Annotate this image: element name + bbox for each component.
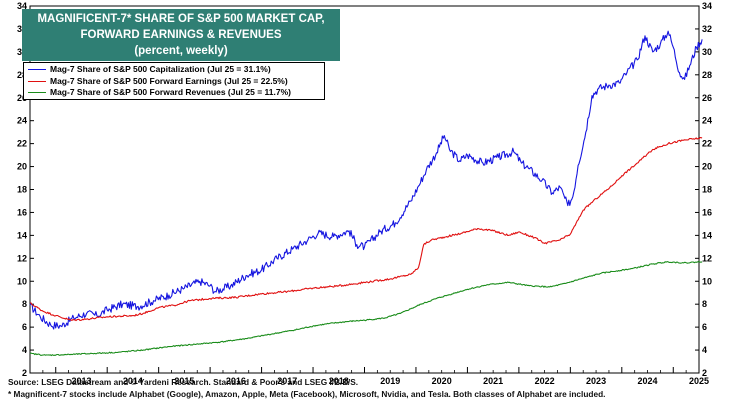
x-tick-label: 2021 xyxy=(483,376,503,386)
x-tick-label: 2022 xyxy=(535,376,555,386)
y-tick-label-right: 12 xyxy=(702,253,712,263)
chart-subtitle: (percent, weekly) xyxy=(134,45,228,57)
y-tick-label-right: 30 xyxy=(702,47,712,57)
y-tick-label-right: 14 xyxy=(702,230,712,240)
y-tick-label-right: 26 xyxy=(702,93,712,103)
y-tick-label-right: 2 xyxy=(702,368,707,378)
y-tick-label-left: 26 xyxy=(17,93,27,103)
legend-swatch-earnings xyxy=(28,80,46,82)
y-tick-label-left: 28 xyxy=(17,70,27,80)
chart-title-line-2: FORWARD EARNINGS & REVENUES xyxy=(80,29,282,41)
series-line-2 xyxy=(29,261,703,357)
y-tick-label-left: 10 xyxy=(17,276,27,286)
y-tick-label-left: 24 xyxy=(17,116,27,126)
series-group xyxy=(29,30,703,357)
y-tick-label-right: 6 xyxy=(702,322,707,332)
y-tick-label-left: 32 xyxy=(17,24,27,34)
x-tick-label: 2016 xyxy=(226,376,246,386)
y-tick-label-right: 18 xyxy=(702,185,712,195)
y-tick-label-left: 12 xyxy=(17,253,27,263)
legend-label-revenues: Mag-7 Share of S&P 500 Forward Revenues … xyxy=(50,87,292,97)
legend-label-earnings: Mag-7 Share of S&P 500 Forward Earnings … xyxy=(50,75,288,86)
y-tick-label-right: 16 xyxy=(702,207,712,217)
y-tick-label-right: 28 xyxy=(702,70,712,80)
x-tick-label: 2019 xyxy=(380,376,400,386)
y-tick-label-right: 32 xyxy=(702,24,712,34)
legend-item-earnings: Mag-7 Share of S&P 500 Forward Earnings … xyxy=(28,76,320,88)
chart-title-line-1: MAGNIFICENT-7* SHARE OF S&P 500 MARKET C… xyxy=(37,13,325,25)
y-tick-label-left: 8 xyxy=(22,299,27,309)
footnote-note: * Magnificent-7 stocks include Alphabet … xyxy=(8,389,606,399)
legend-item-capitalization: Mag-7 Share of S&P 500 Capitalization (J… xyxy=(28,64,320,76)
x-tick-label: 2013 xyxy=(71,376,91,386)
x-tick-label: 2017 xyxy=(277,376,297,386)
x-tick-label: 2023 xyxy=(586,376,606,386)
y-tick-label-right: 22 xyxy=(702,139,712,149)
y-tick-label-left: 14 xyxy=(17,230,27,240)
x-tick-label: 2020 xyxy=(432,376,452,386)
footnote-source: Source: LSEG Datastream and © Yardeni Re… xyxy=(8,377,359,387)
y-tick-label-right: 8 xyxy=(702,299,707,309)
y-tick-label-left: 16 xyxy=(17,207,27,217)
y-tick-label-right: 4 xyxy=(702,345,707,355)
y-tick-label-left: 2 xyxy=(22,368,27,378)
x-tick-label: 2025 xyxy=(689,376,709,386)
series-line-1 xyxy=(29,136,703,322)
legend-label-capitalization: Mag-7 Share of S&P 500 Capitalization (J… xyxy=(50,64,271,74)
chart-title-box: MAGNIFICENT-7* SHARE OF S&P 500 MARKET C… xyxy=(22,9,340,61)
chart-legend: Mag-7 Share of S&P 500 Capitalization (J… xyxy=(23,62,325,100)
y-tick-label-left: 18 xyxy=(17,185,27,195)
y-tick-label-right: 20 xyxy=(702,162,712,172)
axis-ticks xyxy=(30,5,700,374)
y-tick-label-right: 24 xyxy=(702,116,712,126)
y-tick-label-right: 34 xyxy=(702,1,712,11)
y-tick-label-right: 10 xyxy=(702,276,712,286)
legend-swatch-revenues xyxy=(28,92,46,94)
x-tick-label: 2024 xyxy=(638,376,658,386)
legend-item-revenues: Mag-7 Share of S&P 500 Forward Revenues … xyxy=(28,87,320,99)
x-tick-label: 2015 xyxy=(174,376,194,386)
y-tick-label-left: 30 xyxy=(17,47,27,57)
y-tick-label-left: 6 xyxy=(22,322,27,332)
y-tick-label-left: 4 xyxy=(22,345,27,355)
series-line-0 xyxy=(29,30,703,330)
y-tick-label-left: 22 xyxy=(17,139,27,149)
y-tick-label-left: 20 xyxy=(17,162,27,172)
x-tick-label: 2018 xyxy=(329,376,349,386)
x-tick-label: 2014 xyxy=(123,376,143,386)
legend-swatch-capitalization xyxy=(28,69,46,71)
y-tick-label-left: 34 xyxy=(17,1,27,11)
